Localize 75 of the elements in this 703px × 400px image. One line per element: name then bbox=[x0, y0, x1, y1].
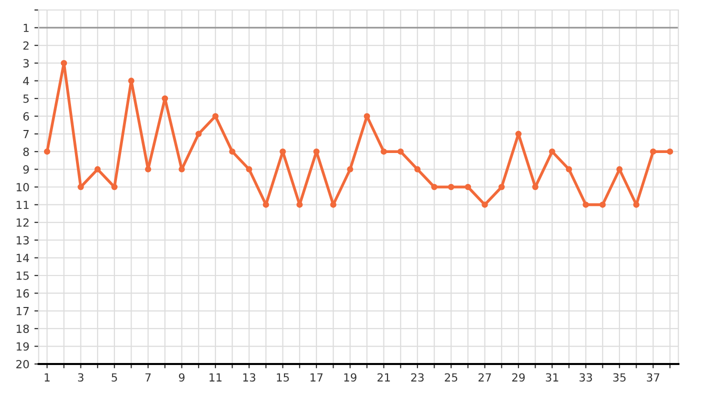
point bbox=[666, 148, 674, 155]
x-tick-label: 15 bbox=[276, 373, 289, 382]
x-tick-label: 31 bbox=[546, 373, 558, 382]
point bbox=[296, 202, 303, 208]
x-tick-label: 13 bbox=[243, 373, 256, 382]
point bbox=[94, 166, 101, 172]
x-tick-label: 23 bbox=[411, 373, 424, 382]
y-tick-label: 18 bbox=[16, 324, 29, 333]
point bbox=[262, 202, 270, 208]
y-tick-label: 19 bbox=[16, 342, 29, 351]
y-tick-label: 5 bbox=[23, 94, 29, 103]
y-tick-label: 4 bbox=[23, 76, 30, 86]
point bbox=[229, 148, 236, 155]
x-tick-label: 9 bbox=[178, 373, 185, 382]
point bbox=[111, 184, 118, 190]
point bbox=[582, 202, 589, 208]
y-tick-label: 20 bbox=[16, 360, 29, 368]
point bbox=[650, 148, 656, 155]
point bbox=[280, 148, 286, 155]
point bbox=[380, 148, 387, 155]
x-tick-label: 5 bbox=[112, 373, 117, 382]
x-tick-label: 17 bbox=[310, 373, 323, 382]
point bbox=[246, 166, 252, 172]
point bbox=[128, 78, 134, 84]
point bbox=[549, 148, 556, 155]
y-tick-label: 11 bbox=[16, 200, 29, 209]
x-tick-label: 25 bbox=[444, 373, 458, 382]
y-tick-label: 17 bbox=[16, 307, 29, 316]
x-tick-label: 11 bbox=[210, 373, 222, 382]
point bbox=[78, 184, 84, 190]
y-tick-label: 7 bbox=[23, 130, 29, 138]
x-tick-label: 27 bbox=[478, 373, 491, 382]
point bbox=[313, 148, 320, 155]
x-tick-label: 3 bbox=[78, 373, 84, 382]
y-tick-label: 3 bbox=[23, 59, 29, 68]
x-tick-label: 35 bbox=[613, 373, 626, 382]
point bbox=[482, 202, 488, 208]
point bbox=[44, 148, 50, 155]
y-tick-label: 12 bbox=[16, 218, 29, 227]
point bbox=[464, 184, 472, 190]
y-tick-label: 1 bbox=[24, 24, 29, 32]
point bbox=[144, 166, 152, 172]
y-tick-label: 9 bbox=[23, 165, 29, 174]
x-tick-label: 29 bbox=[512, 373, 525, 382]
x-tick-label: 37 bbox=[646, 373, 660, 382]
point bbox=[431, 184, 438, 190]
point bbox=[448, 184, 454, 190]
x-tick-label: 7 bbox=[145, 373, 151, 382]
y-tick-label: 13 bbox=[16, 236, 29, 244]
point bbox=[162, 95, 168, 102]
y-tick-label: 8 bbox=[23, 148, 29, 156]
y-tick-label: 14 bbox=[16, 254, 30, 262]
point bbox=[414, 166, 421, 172]
y-tick-label: 6 bbox=[23, 112, 29, 121]
point bbox=[178, 166, 185, 172]
point bbox=[212, 113, 219, 120]
point bbox=[616, 166, 623, 172]
point bbox=[364, 113, 370, 120]
x-tick-label: 33 bbox=[580, 373, 592, 382]
x-tick-label: 1 bbox=[44, 373, 50, 382]
y-tick-label: 2 bbox=[23, 41, 29, 50]
y-tick-label: 10 bbox=[16, 182, 29, 192]
point bbox=[498, 184, 505, 190]
point bbox=[195, 130, 202, 138]
point bbox=[346, 166, 354, 172]
point bbox=[600, 202, 606, 208]
y-tick-label: 16 bbox=[16, 289, 29, 298]
x-tick-label: 21 bbox=[378, 373, 390, 382]
point bbox=[566, 166, 572, 172]
point bbox=[532, 184, 538, 190]
point bbox=[397, 148, 404, 155]
point bbox=[60, 60, 68, 66]
point bbox=[515, 130, 522, 138]
y-tick-label: 15 bbox=[16, 272, 29, 280]
x-tick-label: 19 bbox=[344, 373, 356, 382]
